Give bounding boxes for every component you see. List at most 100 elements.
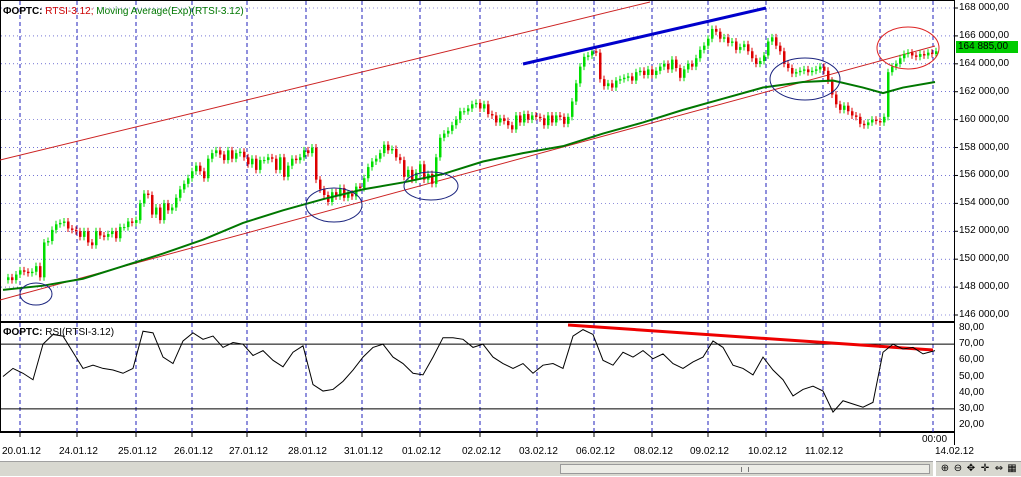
candle-body bbox=[519, 115, 522, 123]
price-tick-label: 152 000,00 bbox=[959, 225, 1010, 237]
candle-body bbox=[343, 188, 346, 198]
candle-body bbox=[283, 157, 286, 177]
candle-body bbox=[695, 58, 698, 67]
candle-body bbox=[843, 105, 846, 110]
candle-body bbox=[503, 118, 506, 122]
candle-body bbox=[851, 111, 854, 116]
scrollbar-thumb[interactable] bbox=[560, 464, 930, 474]
candle-body bbox=[127, 221, 130, 228]
date-tick-label: 27.01.12 bbox=[229, 446, 268, 457]
candle-body bbox=[667, 63, 670, 70]
candle-body bbox=[135, 220, 138, 223]
date-tick-label: 03.02.12 bbox=[519, 446, 558, 457]
candle-body bbox=[203, 171, 206, 179]
crosshair-icon[interactable]: ✛ bbox=[980, 463, 990, 474]
candle-body bbox=[59, 222, 62, 225]
candle-body bbox=[887, 72, 890, 117]
candle-body bbox=[171, 207, 174, 211]
candle-body bbox=[515, 115, 518, 130]
candle-body bbox=[911, 52, 914, 56]
candle-body bbox=[847, 105, 850, 112]
candle-body bbox=[535, 115, 538, 117]
price-tick-label: 160 000,00 bbox=[959, 113, 1010, 125]
date-tick-label: 24.01.12 bbox=[59, 446, 98, 457]
candle-body bbox=[555, 115, 558, 123]
moving-average bbox=[2, 79, 936, 291]
candle-body bbox=[207, 158, 210, 179]
candle-body bbox=[599, 52, 602, 80]
scrollbar-grip-icon bbox=[741, 467, 749, 472]
candle-body bbox=[803, 69, 806, 71]
candle-body bbox=[719, 31, 722, 39]
candle-body bbox=[131, 221, 134, 223]
candle-body bbox=[511, 125, 514, 130]
candle-body bbox=[863, 123, 866, 126]
candle-body bbox=[239, 151, 242, 154]
grid-toggle-icon[interactable]: ▦ bbox=[1007, 463, 1017, 474]
date-tick-label: 02.02.12 bbox=[462, 446, 501, 457]
candle-body bbox=[867, 122, 870, 126]
candle-body bbox=[483, 104, 486, 109]
candle-body bbox=[291, 158, 294, 166]
candle-body bbox=[347, 193, 350, 198]
candle-body bbox=[323, 189, 326, 195]
candle-body bbox=[679, 68, 682, 78]
candle-body bbox=[183, 183, 186, 190]
candle-body bbox=[683, 69, 686, 78]
date-tick-label: 11.02.12 bbox=[805, 446, 844, 457]
candle-body bbox=[27, 271, 30, 274]
date-tick-label: 31.01.12 bbox=[344, 446, 383, 457]
candle-body bbox=[611, 83, 614, 88]
candle-body bbox=[651, 69, 654, 75]
candle-body bbox=[63, 221, 66, 223]
candle-body bbox=[79, 231, 82, 237]
candle-body bbox=[615, 80, 618, 88]
candle-body bbox=[471, 104, 474, 109]
date-tick-label: 09.02.12 bbox=[690, 446, 729, 457]
candle-body bbox=[83, 231, 86, 237]
rsi-symbol-label: ФОРТС: bbox=[3, 327, 43, 338]
candle-body bbox=[39, 266, 42, 278]
candle-body bbox=[251, 158, 254, 165]
candle-body bbox=[199, 165, 202, 172]
candle-body bbox=[111, 231, 114, 235]
horizontal-scrollbar[interactable] bbox=[0, 461, 933, 476]
zoom-out-icon[interactable]: ⊖ bbox=[953, 463, 963, 474]
blue-ellipse bbox=[769, 57, 841, 101]
candle-body bbox=[419, 164, 422, 173]
candle-body bbox=[475, 102, 478, 105]
price-panel-frame bbox=[0, 0, 955, 322]
rsi-tick-label: 30,00 bbox=[959, 402, 985, 414]
candle-body bbox=[67, 221, 70, 229]
candle-body bbox=[407, 169, 410, 177]
candle-body bbox=[735, 41, 738, 50]
candle-body bbox=[399, 157, 402, 161]
rsi-tick-label: 60,00 bbox=[959, 354, 985, 366]
candle-body bbox=[259, 160, 262, 170]
candle-body bbox=[907, 52, 910, 55]
candle-body bbox=[123, 227, 126, 229]
candle-body bbox=[539, 116, 542, 119]
rsi-levels bbox=[1, 343, 954, 410]
candle-body bbox=[931, 52, 934, 55]
candle-body bbox=[775, 37, 778, 46]
candle-body bbox=[631, 76, 634, 81]
candle-body bbox=[467, 108, 470, 112]
candle-body bbox=[715, 28, 718, 32]
candle-body bbox=[523, 114, 526, 123]
date-tick-label: 28.01.12 bbox=[288, 446, 327, 457]
candle-body bbox=[411, 169, 414, 180]
candle-body bbox=[827, 70, 830, 81]
candle-body bbox=[655, 70, 658, 75]
fit-icon[interactable]: ⇔ bbox=[994, 463, 1004, 474]
candle-body bbox=[115, 231, 118, 239]
candle-body bbox=[723, 37, 726, 39]
chart-toolbar: ⊕ ⊖ ✥ ✛ ⇔ ▦ bbox=[936, 461, 1021, 476]
candle-body bbox=[771, 37, 774, 42]
zoom-in-icon[interactable]: ⊕ bbox=[940, 463, 950, 474]
pan-icon[interactable]: ✥ bbox=[966, 463, 976, 474]
candle-body bbox=[275, 158, 278, 170]
instrument-label: RTSI-3.12; bbox=[45, 6, 94, 17]
candle-body bbox=[823, 66, 826, 71]
candle-body bbox=[375, 158, 378, 162]
